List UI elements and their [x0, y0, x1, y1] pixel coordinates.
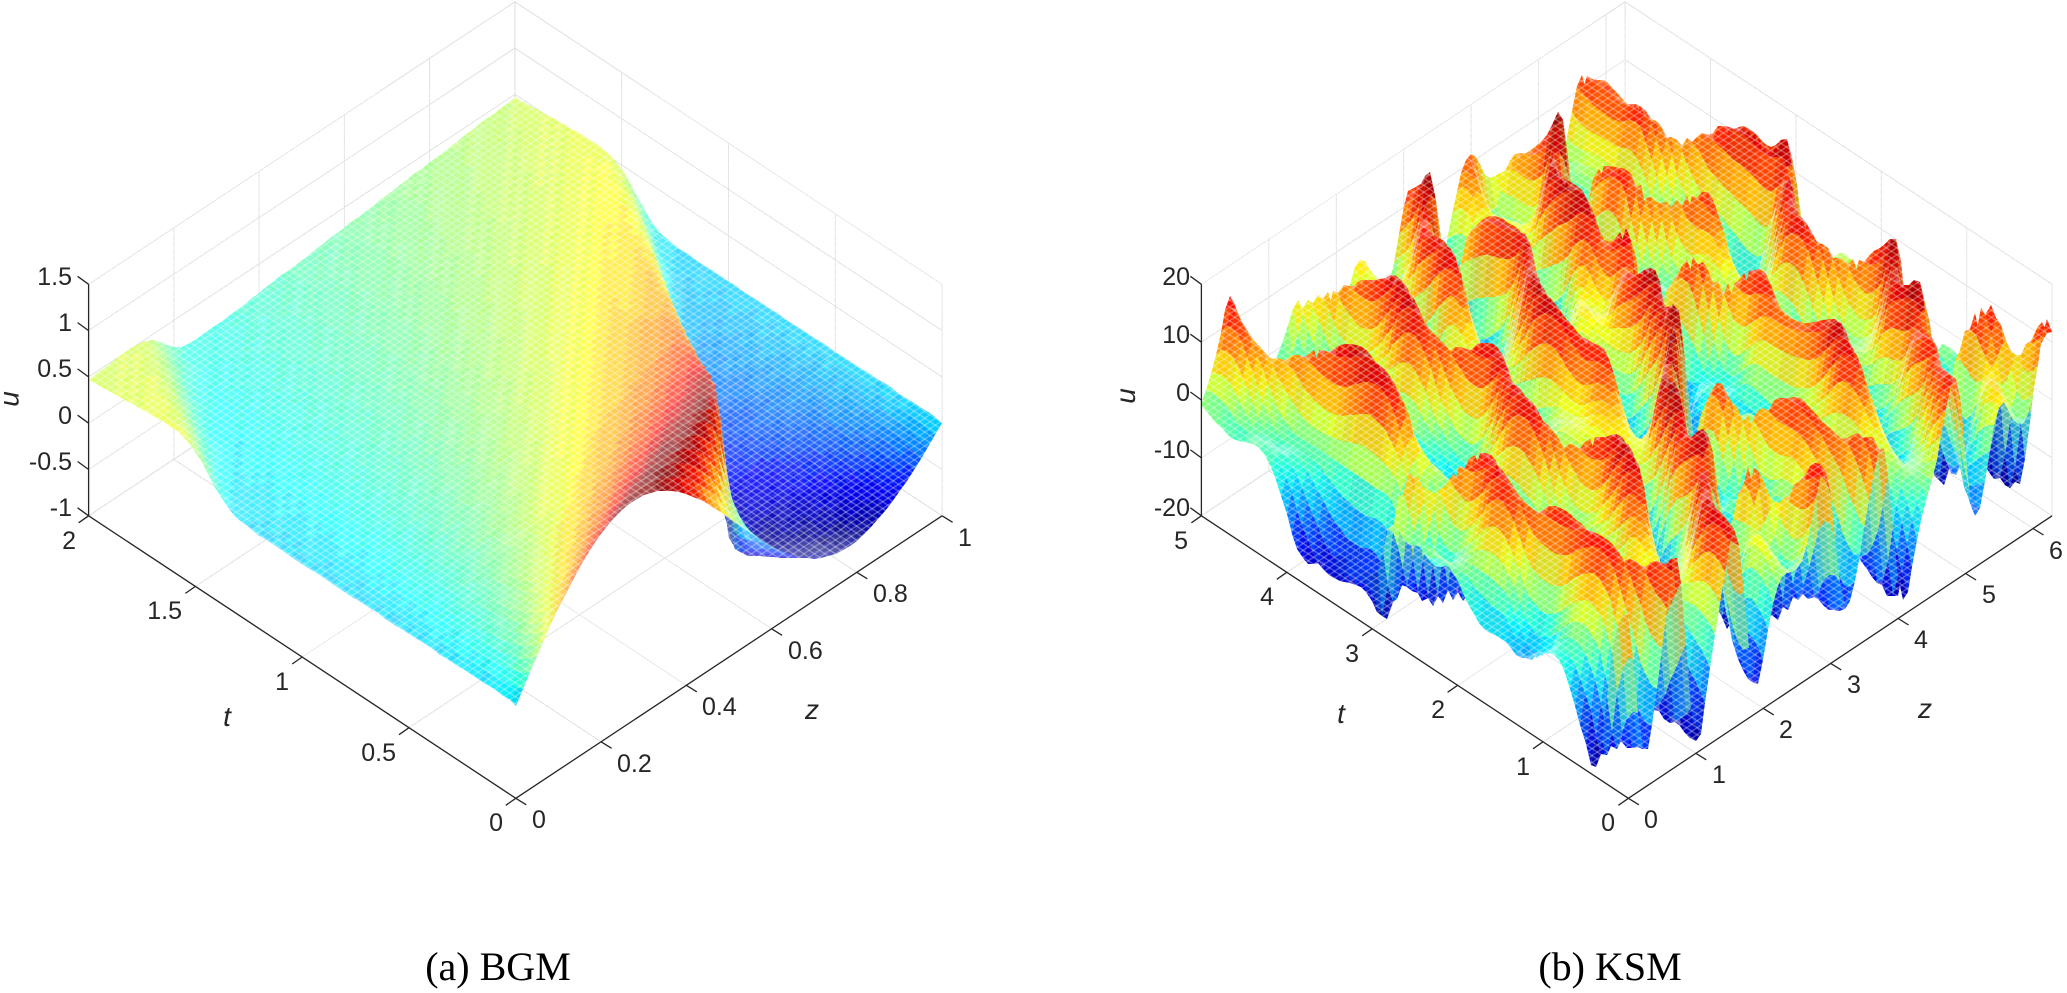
svg-text:t: t — [1337, 698, 1346, 729]
svg-text:0.5: 0.5 — [37, 355, 72, 383]
svg-text:2: 2 — [1779, 716, 1793, 744]
svg-text:0: 0 — [489, 809, 503, 837]
svg-text:-0.5: -0.5 — [29, 448, 72, 476]
svg-text:u: u — [0, 391, 25, 407]
svg-text:5: 5 — [1982, 581, 1996, 609]
svg-text:-20: -20 — [1154, 494, 1190, 522]
svg-text:0.5: 0.5 — [361, 739, 396, 767]
svg-text:t: t — [223, 701, 232, 732]
svg-text:0: 0 — [58, 402, 72, 430]
svg-text:0.4: 0.4 — [702, 693, 737, 721]
svg-text:4: 4 — [1260, 583, 1274, 611]
svg-text:3: 3 — [1345, 640, 1359, 668]
svg-text:0: 0 — [1601, 809, 1615, 837]
svg-text:0.8: 0.8 — [873, 580, 908, 608]
svg-text:0.6: 0.6 — [788, 637, 823, 665]
svg-text:0: 0 — [1644, 806, 1658, 834]
svg-text:1.5: 1.5 — [37, 263, 72, 291]
svg-text:2: 2 — [1431, 696, 1445, 724]
svg-text:(b) KSM: (b) KSM — [1538, 944, 1681, 989]
svg-text:1: 1 — [275, 668, 289, 696]
svg-text:1.5: 1.5 — [147, 597, 182, 625]
svg-text:4: 4 — [1914, 626, 1928, 654]
svg-text:z: z — [1917, 693, 1932, 724]
svg-text:z: z — [804, 694, 819, 725]
svg-text:1: 1 — [1712, 761, 1726, 789]
svg-text:20: 20 — [1162, 263, 1190, 291]
svg-text:10: 10 — [1162, 321, 1190, 349]
svg-text:0.2: 0.2 — [617, 750, 652, 778]
svg-text:2: 2 — [62, 527, 76, 555]
svg-text:-1: -1 — [50, 494, 72, 522]
svg-text:6: 6 — [2049, 537, 2063, 565]
svg-text:3: 3 — [1847, 671, 1861, 699]
svg-text:u: u — [1110, 388, 1141, 404]
svg-text:0: 0 — [1176, 379, 1190, 407]
svg-text:1: 1 — [1516, 753, 1530, 781]
svg-text:5: 5 — [1174, 527, 1188, 555]
svg-text:1: 1 — [958, 524, 972, 552]
svg-text:1: 1 — [58, 309, 72, 337]
svg-text:-10: -10 — [1154, 436, 1190, 464]
svg-text:(a) BGM: (a) BGM — [425, 944, 571, 989]
svg-text:0: 0 — [532, 806, 546, 834]
